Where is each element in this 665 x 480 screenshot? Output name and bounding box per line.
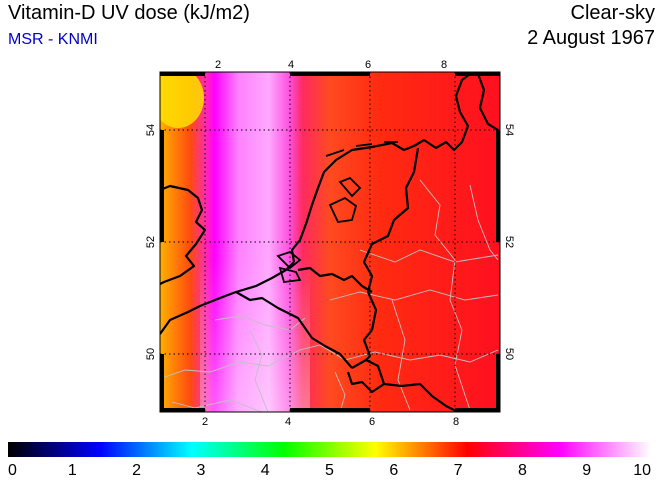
lat-tick-label: 50 (503, 348, 515, 360)
lon-tick-label: 4 (288, 59, 294, 71)
lon-tick-label: 8 (453, 416, 459, 428)
national-borders (161, 179, 499, 412)
colorbar-label: 5 (325, 462, 334, 479)
colorbar-label: 7 (454, 462, 463, 479)
colorbar-label: 6 (389, 462, 398, 479)
colorbar (8, 442, 651, 457)
lon-tick-label: 2 (202, 416, 208, 428)
colorbar-label: 3 (196, 462, 205, 479)
bottom-lon-tick-labels: 2 4 6 8 (202, 416, 459, 428)
left-lat-tick-labels: 54 52 50 (145, 124, 157, 360)
lon-tick-label: 8 (441, 59, 447, 71)
colorbar-labels: 0 1 2 3 4 5 6 7 8 9 10 (8, 462, 651, 479)
uv-field-highlight (160, 72, 204, 128)
colorbar-label: 1 (68, 462, 77, 479)
sky-condition-label: Clear-sky (570, 2, 655, 24)
colorbar-label: 2 (132, 462, 141, 479)
top-lon-tick-labels: 2 4 6 8 (215, 59, 447, 71)
colorbar-label: 9 (582, 462, 591, 479)
date-label: 2 August 1967 (527, 27, 655, 49)
lat-tick-label: 52 (503, 236, 515, 248)
source-label: MSR - KNMI (8, 31, 98, 48)
colorbar-label: 10 (633, 462, 651, 479)
lat-tick-label: 50 (145, 348, 157, 360)
lon-tick-label: 2 (215, 59, 221, 71)
islands-and-lakes (276, 141, 398, 283)
lon-tick-label: 4 (285, 416, 291, 428)
lat-tick-label: 52 (145, 236, 157, 248)
colorbar-label: 4 (261, 462, 270, 479)
lat-tick-label: 54 (145, 124, 157, 136)
colorbar-label: 8 (518, 462, 527, 479)
coastlines (160, 73, 499, 412)
lon-tick-label: 6 (369, 416, 375, 428)
colorbar-label: 0 (8, 462, 17, 479)
map-title: Vitamin-D UV dose (kJ/m2) (8, 2, 250, 24)
right-lat-tick-labels: 54 52 50 (503, 124, 515, 360)
map-frame (159, 71, 501, 413)
lon-tick-label: 6 (365, 59, 371, 71)
lat-tick-label: 54 (503, 124, 515, 136)
